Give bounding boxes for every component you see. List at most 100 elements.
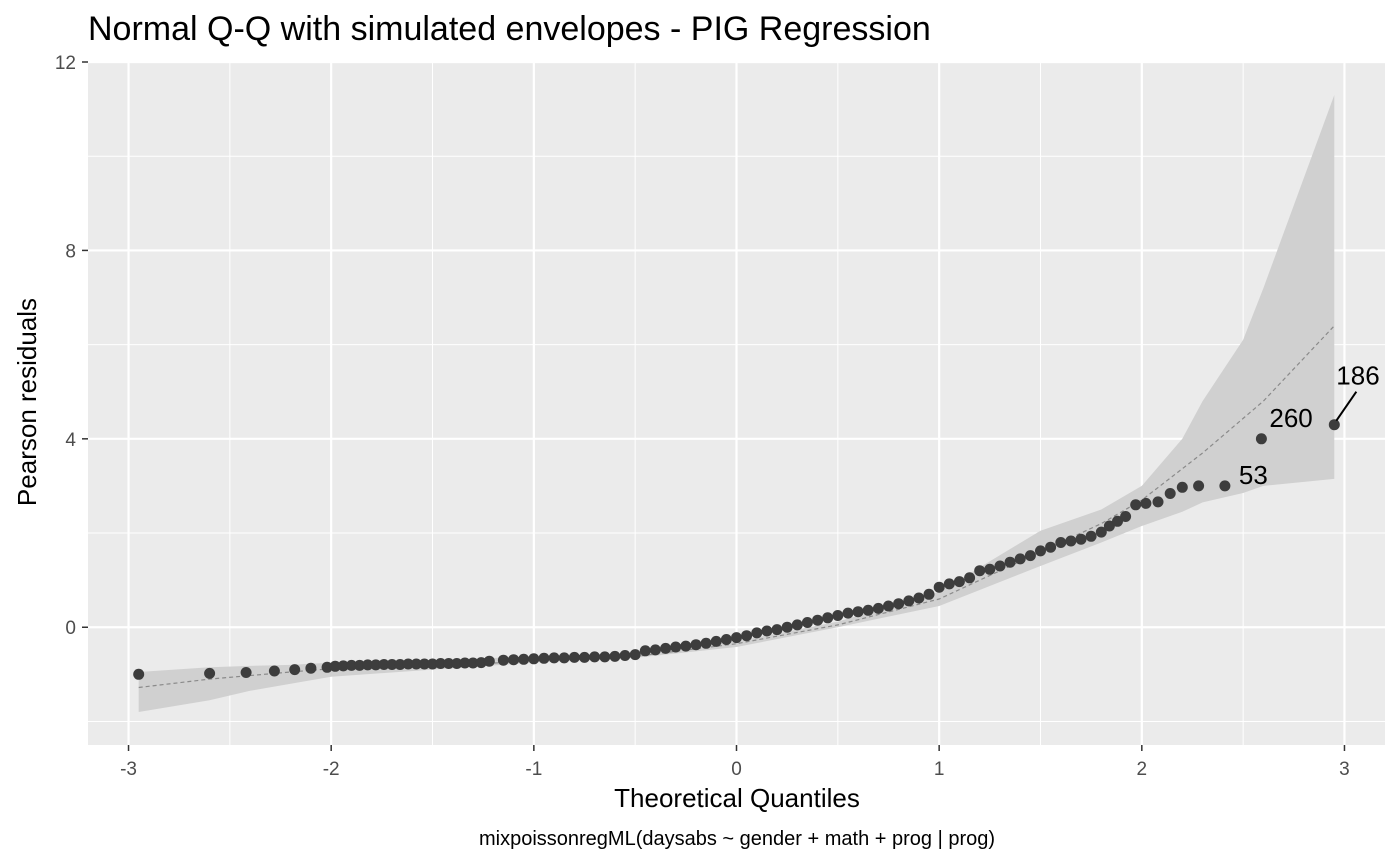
residual-point bbox=[619, 650, 631, 661]
x-tick-label: 0 bbox=[731, 759, 742, 780]
residual-point bbox=[1085, 530, 1097, 542]
residual-point bbox=[842, 607, 854, 619]
residual-point bbox=[1140, 497, 1152, 509]
residual-point bbox=[1193, 480, 1205, 492]
residual-point bbox=[964, 572, 976, 584]
residual-point bbox=[362, 659, 374, 671]
residual-point bbox=[1014, 553, 1026, 565]
residual-points bbox=[133, 419, 1340, 680]
residual-point bbox=[893, 598, 905, 610]
chart-caption: mixpoissonregML(daysabs ~ gender + math … bbox=[479, 828, 995, 850]
residual-point bbox=[337, 660, 349, 672]
residual-point bbox=[528, 653, 540, 665]
residual-point bbox=[751, 627, 763, 639]
residual-point bbox=[402, 658, 414, 670]
label-leader-line bbox=[1335, 391, 1358, 422]
residual-point bbox=[771, 624, 783, 636]
residual-point bbox=[394, 659, 406, 670]
residual-point bbox=[680, 640, 692, 652]
y-tick-label: 12 bbox=[55, 53, 76, 74]
residual-point bbox=[1075, 533, 1087, 545]
residual-point bbox=[1035, 545, 1046, 557]
residual-point bbox=[346, 659, 357, 671]
residual-point bbox=[240, 667, 252, 678]
residual-point bbox=[609, 650, 621, 662]
residual-point bbox=[1004, 556, 1016, 568]
point-label: 260 bbox=[1269, 403, 1312, 433]
residual-point bbox=[1065, 535, 1077, 547]
residual-point bbox=[649, 644, 661, 656]
residual-point bbox=[781, 621, 793, 633]
residual-point bbox=[427, 658, 438, 670]
residual-point bbox=[710, 635, 722, 647]
residual-point bbox=[1219, 480, 1231, 492]
residual-point bbox=[451, 658, 463, 669]
residual-point bbox=[378, 659, 390, 670]
x-tick-label: 3 bbox=[1339, 759, 1350, 780]
residual-point bbox=[639, 645, 651, 657]
residual-point bbox=[822, 612, 834, 624]
residual-point bbox=[599, 651, 611, 663]
residual-point bbox=[548, 652, 560, 664]
residual-point bbox=[974, 565, 986, 577]
chart-title: Normal Q-Q with simulated envelopes - PI… bbox=[88, 10, 931, 48]
residual-point bbox=[508, 654, 520, 666]
residual-point bbox=[1255, 433, 1267, 445]
residual-point bbox=[1055, 537, 1067, 548]
residual-point bbox=[943, 578, 955, 590]
residual-point bbox=[305, 662, 317, 674]
x-tick-label: -2 bbox=[323, 759, 340, 780]
residual-point bbox=[538, 652, 550, 664]
residual-point bbox=[289, 664, 301, 676]
residual-point bbox=[483, 655, 495, 667]
residual-point bbox=[1103, 520, 1115, 532]
residual-point bbox=[475, 657, 487, 669]
residual-point bbox=[568, 651, 580, 663]
residual-point bbox=[321, 661, 333, 673]
residual-point bbox=[700, 637, 712, 649]
x-tick-label: 2 bbox=[1137, 759, 1148, 780]
residual-point bbox=[731, 632, 742, 644]
x-tick-label: 1 bbox=[934, 759, 945, 780]
residual-point bbox=[329, 660, 341, 672]
x-axis: -3 -2 -1 0 1 2 3 bbox=[120, 745, 1350, 780]
residual-point bbox=[418, 658, 430, 670]
residual-point bbox=[354, 659, 366, 671]
residual-point bbox=[933, 581, 945, 593]
residual-point bbox=[741, 630, 753, 642]
residual-point bbox=[1176, 481, 1188, 493]
x-tick-label: -1 bbox=[525, 759, 542, 780]
x-tick-label: -3 bbox=[120, 759, 137, 780]
residual-point bbox=[852, 606, 864, 618]
residual-point bbox=[670, 641, 682, 653]
residual-point bbox=[872, 602, 884, 614]
major-gridlines bbox=[88, 60, 1385, 745]
residual-point bbox=[1112, 515, 1123, 527]
residual-point bbox=[1130, 499, 1142, 511]
residual-point bbox=[133, 668, 145, 680]
point-label: 53 bbox=[1239, 460, 1268, 490]
residual-point bbox=[832, 610, 844, 621]
residual-point bbox=[801, 617, 813, 628]
envelope-median-line bbox=[138, 325, 1335, 689]
y-axis: 0 4 8 12 bbox=[55, 53, 88, 639]
residual-point bbox=[497, 654, 509, 666]
residual-point bbox=[1328, 419, 1340, 431]
residual-point bbox=[690, 639, 702, 651]
point-label: 186 bbox=[1336, 361, 1379, 391]
x-axis-title: Theoretical Quantiles bbox=[614, 783, 860, 813]
residual-point bbox=[1152, 496, 1164, 508]
residual-point bbox=[812, 614, 824, 626]
residual-point bbox=[204, 667, 216, 679]
residual-point bbox=[1095, 526, 1107, 538]
residual-point bbox=[984, 563, 996, 575]
y-tick-label: 4 bbox=[65, 430, 76, 451]
residual-point bbox=[518, 653, 530, 665]
residual-point bbox=[923, 588, 935, 600]
residual-point bbox=[435, 658, 447, 669]
residual-point bbox=[913, 592, 925, 604]
residual-point bbox=[660, 642, 672, 654]
residual-point bbox=[629, 649, 641, 661]
